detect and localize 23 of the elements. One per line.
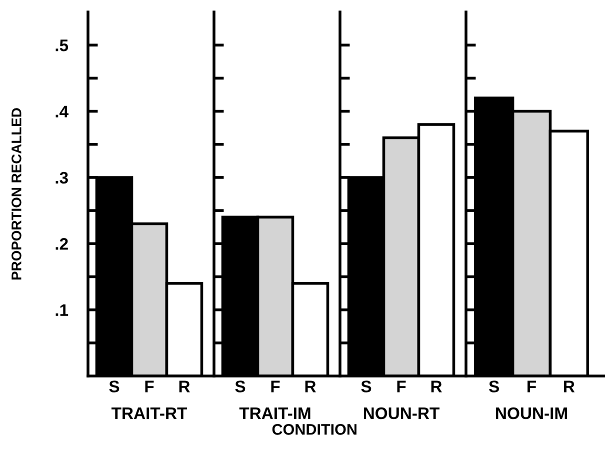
x-tick-label: R <box>431 380 442 392</box>
y-axis-title: PROPORTION RECALLED <box>12 108 22 280</box>
x-tick-label: R <box>179 380 190 392</box>
x-tick-label: F <box>271 380 280 392</box>
x-tick-label: S <box>488 380 499 392</box>
x-tick-label: S <box>235 380 246 392</box>
x-tick-label: S <box>361 380 372 392</box>
x-tick-label: R <box>564 380 575 392</box>
x-tick-label: S <box>109 380 120 392</box>
y-tick-label: .4 <box>56 106 68 118</box>
x-tick-label: R <box>305 380 316 392</box>
x-axis-title: TRAIT-RT <box>111 408 188 420</box>
y-tick-label: .1 <box>56 304 68 316</box>
y-tick-label: .3 <box>56 172 68 184</box>
y-tick-label: .2 <box>56 238 68 250</box>
x-axis-title: NOUN-RT <box>364 407 440 420</box>
x-axis-title: TRAIT-IM <box>239 408 310 420</box>
text: CONDITION <box>272 424 356 435</box>
x-tick-label: F <box>528 380 536 392</box>
x-axis-title: NOUN-IM <box>496 407 567 420</box>
x-tick-label: F <box>397 380 406 392</box>
x-tick-label: F <box>145 380 154 392</box>
y-tick-label: .5 <box>56 40 68 52</box>
